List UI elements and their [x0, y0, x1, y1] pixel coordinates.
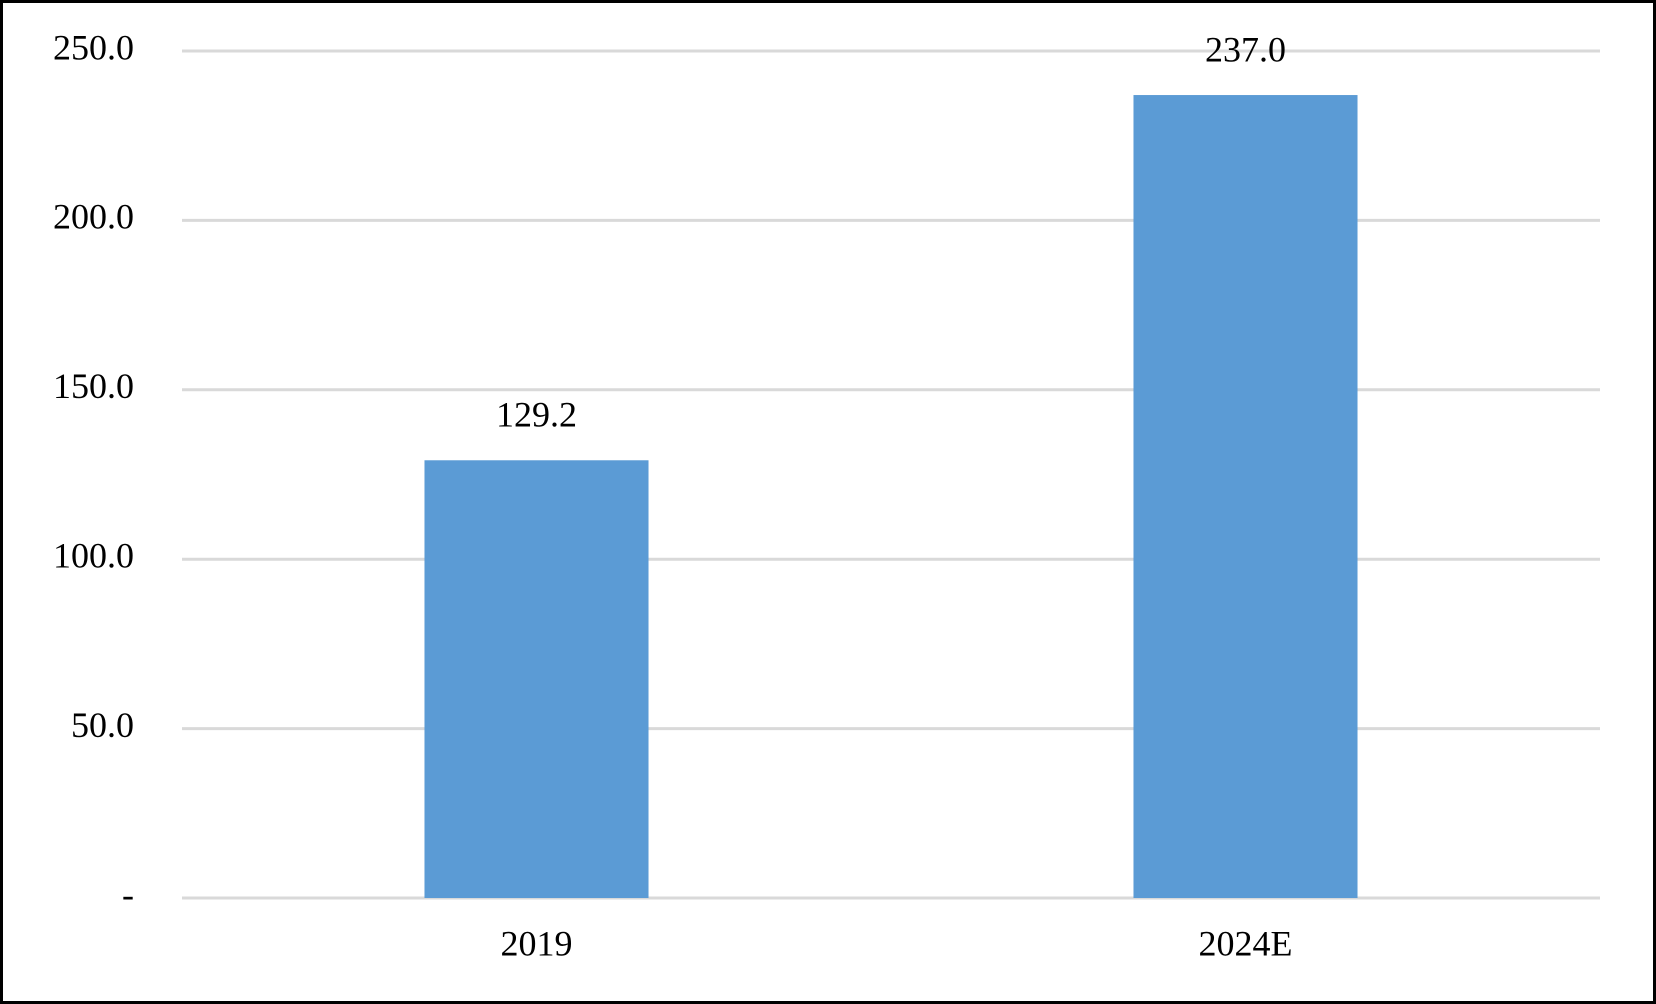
- data-label: 129.2: [496, 395, 577, 435]
- data-label: 237.0: [1205, 29, 1286, 69]
- bar: [424, 460, 649, 898]
- y-tick-label: 250.0: [53, 27, 134, 67]
- y-tick-label: 100.0: [53, 535, 134, 575]
- y-tick-label: 50.0: [71, 705, 134, 745]
- y-tick-label: 200.0: [53, 197, 134, 237]
- y-tick-label: 150.0: [53, 366, 134, 406]
- x-tick-label: 2019: [501, 923, 573, 963]
- bar: [1133, 95, 1358, 898]
- y-tick-label: -: [122, 874, 134, 914]
- x-tick-label: 2024E: [1199, 923, 1293, 963]
